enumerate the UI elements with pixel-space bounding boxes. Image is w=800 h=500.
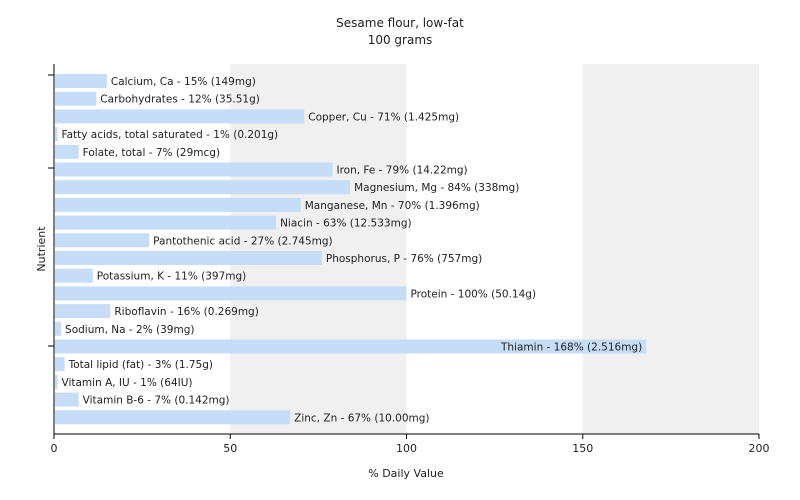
bar-label: Thiamin - 168% (2.516mg): [500, 342, 642, 354]
x-tick-label: 200: [749, 442, 770, 455]
bar: [55, 144, 79, 159]
bar: [55, 251, 322, 265]
bar-label: Phosphorus, P - 76% (757mg): [326, 253, 482, 265]
bar-label: Pantothenic acid - 27% (2.745mg): [153, 235, 332, 247]
bar-label: Copper, Cu - 71% (1.425mg): [308, 111, 459, 123]
axes: 0 50 100 150 200: [48, 64, 770, 455]
bar-label: Manganese, Mn - 70% (1.396mg): [305, 200, 480, 212]
x-tick-label: 0: [51, 442, 58, 455]
bar-label: Magnesium, Mg - 84% (338mg): [354, 182, 519, 194]
bars: [55, 74, 647, 425]
x-axis-label: % Daily Value: [368, 467, 444, 480]
bar: [55, 215, 277, 230]
bar: [55, 392, 79, 407]
bar-label: Iron, Fe - 79% (14.22mg): [336, 165, 467, 177]
grid-band: [582, 64, 759, 434]
bar: [55, 374, 58, 389]
bar: [55, 233, 150, 248]
bar-label: Fatty acids, total saturated - 1% (0.201…: [62, 129, 279, 141]
bar: [55, 357, 65, 372]
bar: [55, 339, 647, 354]
bar-label: Folate, total - 7% (29mcg): [83, 147, 220, 159]
bar: [55, 304, 111, 319]
x-tick-label: 150: [572, 442, 593, 455]
chart-title: Sesame flour, low-fat: [336, 16, 464, 30]
x-tick-label: 100: [396, 442, 417, 455]
bar-label: Calcium, Ca - 15% (149mg): [111, 76, 256, 88]
y-axis-label: Nutrient: [35, 226, 48, 272]
bar: [55, 91, 97, 106]
bar-label: Niacin - 63% (12.533mg): [280, 218, 412, 230]
bar-label: Total lipid (fat) - 3% (1.75g): [68, 359, 213, 371]
bar: [55, 127, 58, 142]
bar-label: Vitamin B-6 - 7% (0.142mg): [83, 395, 230, 407]
grid-bands: [230, 64, 759, 434]
bar-label: Zinc, Zn - 67% (10.00mg): [294, 412, 429, 424]
x-tick-label: 50: [223, 442, 237, 455]
bar: [55, 321, 62, 336]
bar: [55, 286, 407, 301]
bar-label: Vitamin A, IU - 1% (64IU): [62, 377, 193, 389]
bar: [55, 74, 107, 88]
bar: [55, 180, 351, 195]
bar-label: Protein - 100% (50.14g): [411, 288, 537, 300]
bar: [55, 268, 93, 283]
bar-label: Potassium, K - 11% (397mg): [97, 271, 247, 283]
bar: [55, 410, 291, 425]
bar: [55, 162, 333, 177]
bar-label: Sodium, Na - 2% (39mg): [65, 324, 194, 336]
bar: [55, 197, 301, 212]
bar-labels: Calcium, Ca - 15% (149mg) Carbohydrates -…: [62, 76, 643, 424]
chart-subtitle: 100 grams: [368, 33, 433, 47]
grid-band: [230, 64, 407, 434]
bar: [55, 109, 305, 124]
bar-label: Riboflavin - 16% (0.269mg): [114, 306, 258, 318]
bar-label: Carbohydrates - 12% (35.51g): [100, 94, 260, 106]
